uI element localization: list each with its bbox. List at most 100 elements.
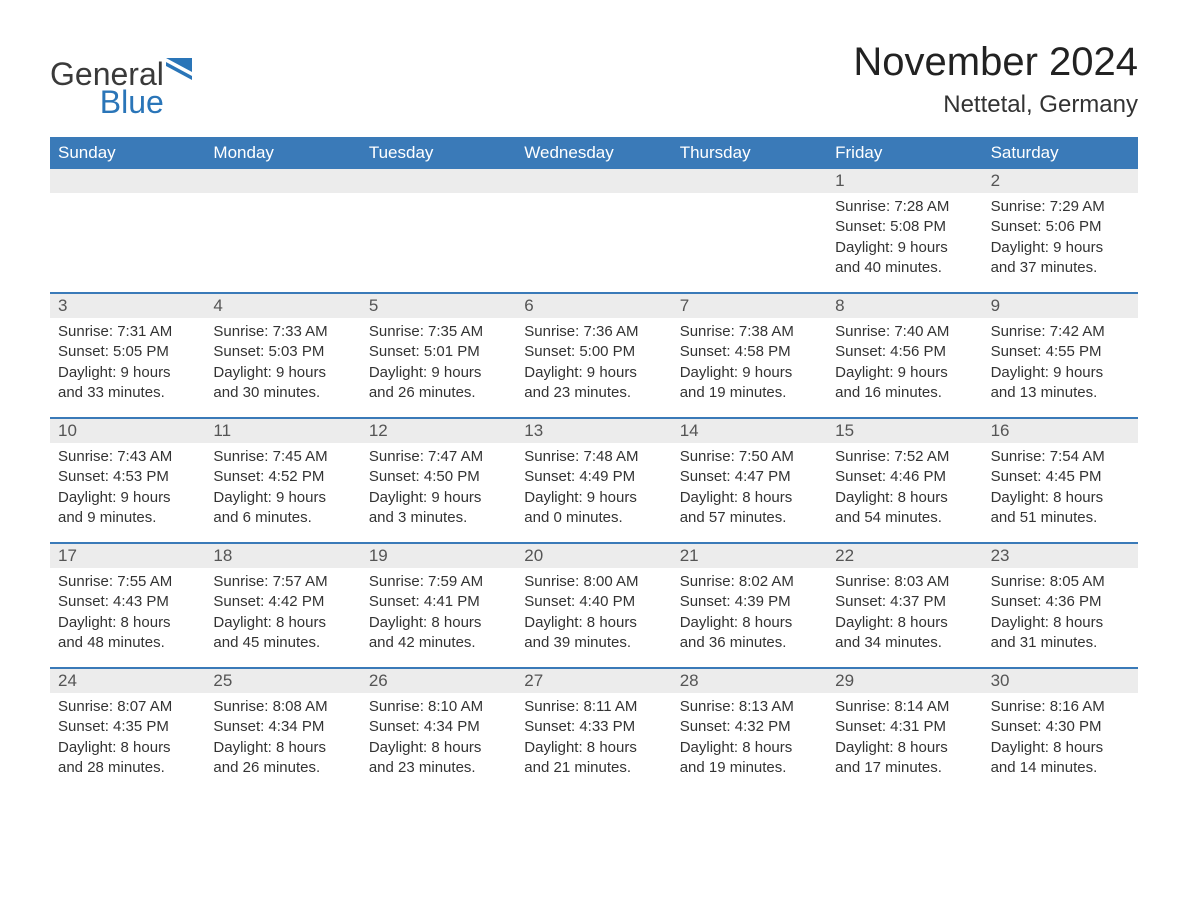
weekday-header-cell: Sunday <box>50 137 205 169</box>
day-number: 9 <box>983 294 1138 318</box>
day-cell <box>361 169 516 280</box>
sunrise-line: Sunrise: 7:28 AM <box>835 197 974 217</box>
sunset-line: Sunset: 4:43 PM <box>58 592 197 612</box>
day-number: 8 <box>827 294 982 318</box>
sunrise-line: Sunrise: 7:40 AM <box>835 322 974 342</box>
day-details: Sunrise: 7:59 AMSunset: 4:41 PMDaylight:… <box>361 568 516 655</box>
sunset-line: Sunset: 4:34 PM <box>369 717 508 737</box>
day-number: 17 <box>50 544 205 568</box>
day-details: Sunrise: 8:02 AMSunset: 4:39 PMDaylight:… <box>672 568 827 655</box>
week-row: 17Sunrise: 7:55 AMSunset: 4:43 PMDayligh… <box>50 542 1138 655</box>
daylight-line: Daylight: 8 hours and 42 minutes. <box>369 613 508 654</box>
weeks-container: 1Sunrise: 7:28 AMSunset: 5:08 PMDaylight… <box>50 169 1138 780</box>
day-cell: 21Sunrise: 8:02 AMSunset: 4:39 PMDayligh… <box>672 544 827 655</box>
day-cell: 16Sunrise: 7:54 AMSunset: 4:45 PMDayligh… <box>983 419 1138 530</box>
daylight-line: Daylight: 9 hours and 40 minutes. <box>835 238 974 279</box>
day-details: Sunrise: 8:00 AMSunset: 4:40 PMDaylight:… <box>516 568 671 655</box>
week-row: 3 Sunrise: 7:31 AMSunset: 5:05 PM Daylight… <box>50 292 1138 405</box>
sunrise-line: Sunrise: 8:16 AM <box>991 697 1130 717</box>
day-cell: 6Sunrise: 7:36 AMSunset: 5:00 PMDaylight… <box>516 294 671 405</box>
day-details: Sunrise: 7:48 AMSunset: 4:49 PMDaylight:… <box>516 443 671 530</box>
empty-day-bar <box>50 169 205 193</box>
week-row: 1 Sunrise: 7:28 AMSunset: 5:08 PMDaylight… <box>50 169 1138 280</box>
day-cell <box>50 169 205 280</box>
daylight-line: Daylight: 9 hours and 30 minutes. <box>213 363 352 404</box>
day-details: Sunrise: 7:40 AMSunset: 4:56 PMDaylight:… <box>827 318 982 405</box>
day-number: 10 <box>50 419 205 443</box>
sunrise-line: Sunrise: 7:50 AM <box>680 447 819 467</box>
day-details: Sunrise: 7:57 AMSunset: 4:42 PMDaylight:… <box>205 568 360 655</box>
sunset-line: Sunset: 4:56 PM <box>835 342 974 362</box>
weekday-header-cell: Monday <box>205 137 360 169</box>
day-details: Sunrise: 7:43 AMSunset: 4:53 PMDaylight:… <box>50 443 205 530</box>
day-details: Sunrise: 7:55 AMSunset: 4:43 PMDaylight:… <box>50 568 205 655</box>
day-number: 14 <box>672 419 827 443</box>
weekday-header-cell: Saturday <box>983 137 1138 169</box>
day-details: Sunrise: 7:38 AMSunset: 4:58 PMDaylight:… <box>672 318 827 405</box>
day-number: 22 <box>827 544 982 568</box>
sunrise-line: Sunrise: 8:00 AM <box>524 572 663 592</box>
sunset-line: Sunset: 4:42 PM <box>213 592 352 612</box>
week-row: 24Sunrise: 8:07 AMSunset: 4:35 PMDayligh… <box>50 667 1138 780</box>
day-cell: 5Sunrise: 7:35 AMSunset: 5:01 PMDaylight… <box>361 294 516 405</box>
daylight-line: Daylight: 8 hours and 21 minutes. <box>524 738 663 779</box>
sunrise-line: Sunrise: 7:48 AM <box>524 447 663 467</box>
sunset-line: Sunset: 4:33 PM <box>524 717 663 737</box>
day-number: 28 <box>672 669 827 693</box>
day-details: Sunrise: 8:16 AMSunset: 4:30 PMDaylight:… <box>983 693 1138 780</box>
daylight-line: Daylight: 8 hours and 57 minutes. <box>680 488 819 529</box>
sunrise-line: Sunrise: 7:42 AM <box>991 322 1130 342</box>
day-details: Sunrise: 7:45 AMSunset: 4:52 PMDaylight:… <box>205 443 360 530</box>
sunrise-line: Sunrise: 8:08 AM <box>213 697 352 717</box>
sunrise-line: Sunrise: 8:05 AM <box>991 572 1130 592</box>
daylight-line: Daylight: 8 hours and 34 minutes. <box>835 613 974 654</box>
sunset-line: Sunset: 4:34 PM <box>213 717 352 737</box>
day-cell: 27Sunrise: 8:11 AMSunset: 4:33 PMDayligh… <box>516 669 671 780</box>
sunset-line: Sunset: 5:01 PM <box>369 342 508 362</box>
day-number: 11 <box>205 419 360 443</box>
day-cell <box>516 169 671 280</box>
sunrise-line: Sunrise: 7:55 AM <box>58 572 197 592</box>
sunset-line: Sunset: 4:55 PM <box>991 342 1130 362</box>
day-number: 23 <box>983 544 1138 568</box>
daylight-line: Daylight: 8 hours and 19 minutes. <box>680 738 819 779</box>
empty-day-bar <box>361 169 516 193</box>
day-cell: 2Sunrise: 7:29 AMSunset: 5:06 PMDaylight… <box>983 169 1138 280</box>
sunset-line: Sunset: 4:37 PM <box>835 592 974 612</box>
sunset-line: Sunset: 5:05 PM <box>58 342 197 362</box>
sunset-line: Sunset: 4:41 PM <box>369 592 508 612</box>
day-details: Sunrise: 8:07 AMSunset: 4:35 PMDaylight:… <box>50 693 205 780</box>
day-number: 4 <box>205 294 360 318</box>
sunrise-line: Sunrise: 7:59 AM <box>369 572 508 592</box>
sunrise-line: Sunrise: 7:29 AM <box>991 197 1130 217</box>
sunrise-line: Sunrise: 7:43 AM <box>58 447 197 467</box>
sunrise-line: Sunrise: 7:57 AM <box>213 572 352 592</box>
day-details: Sunrise: 8:03 AMSunset: 4:37 PMDaylight:… <box>827 568 982 655</box>
sunrise-line: Sunrise: 7:31 AM <box>58 322 197 342</box>
sunrise-line: Sunrise: 8:02 AM <box>680 572 819 592</box>
day-details: Sunrise: 8:10 AMSunset: 4:34 PMDaylight:… <box>361 693 516 780</box>
day-number: 5 <box>361 294 516 318</box>
day-number: 20 <box>516 544 671 568</box>
sunset-line: Sunset: 4:46 PM <box>835 467 974 487</box>
day-number: 7 <box>672 294 827 318</box>
day-details: Sunrise: 7:29 AMSunset: 5:06 PMDaylight:… <box>983 193 1138 280</box>
daylight-line: Daylight: 8 hours and 36 minutes. <box>680 613 819 654</box>
day-details: Sunrise: 8:11 AMSunset: 4:33 PMDaylight:… <box>516 693 671 780</box>
day-cell: 4Sunrise: 7:33 AMSunset: 5:03 PMDaylight… <box>205 294 360 405</box>
day-cell <box>672 169 827 280</box>
sunset-line: Sunset: 4:49 PM <box>524 467 663 487</box>
day-number: 15 <box>827 419 982 443</box>
logo: General Blue <box>50 40 192 118</box>
day-number: 1 <box>827 169 982 193</box>
day-cell <box>205 169 360 280</box>
empty-day-bar <box>205 169 360 193</box>
day-details: Sunrise: 8:14 AMSunset: 4:31 PMDaylight:… <box>827 693 982 780</box>
day-number: 29 <box>827 669 982 693</box>
day-number: 13 <box>516 419 671 443</box>
sunset-line: Sunset: 4:30 PM <box>991 717 1130 737</box>
day-number: 3 <box>50 294 205 318</box>
sunset-line: Sunset: 5:08 PM <box>835 217 974 237</box>
daylight-line: Daylight: 8 hours and 31 minutes. <box>991 613 1130 654</box>
day-number: 12 <box>361 419 516 443</box>
